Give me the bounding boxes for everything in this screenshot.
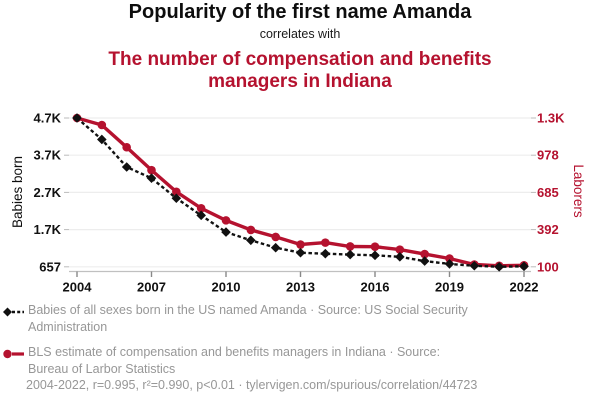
data-point-diamond	[320, 248, 331, 259]
data-point-diamond	[196, 210, 206, 221]
right-axis-tick-label: 392	[537, 222, 559, 237]
data-point-circle	[420, 249, 429, 259]
data-point-diamond	[444, 259, 455, 269]
data-point-diamond	[72, 113, 82, 123]
legend-line: Administration	[28, 320, 108, 334]
right-axis-tick-label: 100	[537, 259, 559, 274]
data-point-diamond	[246, 235, 256, 246]
data-point-diamond	[146, 173, 157, 183]
babies-series	[72, 113, 529, 272]
right-axis-tick-label: 1.3K	[537, 111, 565, 126]
x-axis-tick-label: 2013	[286, 280, 315, 295]
legend-label: BLS estimate of compensation and benefit…	[28, 344, 440, 378]
x-axis-tick-label: 2004	[63, 280, 93, 295]
data-point-diamond	[494, 262, 504, 272]
data-point-diamond	[419, 256, 430, 266]
data-point-circle	[221, 216, 231, 225]
data-point-circle	[172, 187, 181, 197]
data-point-diamond	[519, 261, 529, 272]
left-axis-tick-label: 1.7K	[34, 222, 62, 237]
data-point-diamond	[121, 162, 132, 172]
legend-line: Babies of all sexes born in the US named…	[28, 303, 468, 317]
x-axis-tick-label: 2019	[435, 280, 464, 295]
legend-line: BLS estimate of compensation and benefit…	[28, 345, 441, 359]
data-point-circle	[271, 232, 280, 242]
data-point-diamond	[395, 252, 405, 262]
left-axis-tick-label: 4.7K	[34, 111, 62, 126]
data-point-diamond	[295, 247, 306, 258]
data-point-diamond	[97, 134, 107, 145]
page-title: Popularity of the first name Amanda	[128, 1, 472, 23]
data-point-diamond	[221, 227, 231, 237]
data-point-circle	[395, 245, 405, 254]
data-point-diamond	[270, 242, 281, 253]
left-axis-tick-label: 3.7K	[34, 148, 62, 163]
right-axis-tick-label: 685	[537, 185, 559, 200]
legend-item-laborers: BLS estimate of compensation and benefit…	[2, 344, 587, 378]
data-point-circle	[196, 203, 206, 213]
x-axis	[69, 270, 531, 277]
right-axis-tick-label: 978	[537, 148, 559, 163]
data-point-circle	[370, 242, 380, 252]
x-axis-tick-label: 2007	[137, 280, 166, 295]
legend-item-babies: Babies of all sexes born in the US named…	[2, 302, 587, 336]
data-point-diamond	[370, 250, 380, 261]
data-point-circle	[246, 225, 256, 235]
x-axis-tick-label: 2022	[510, 280, 539, 295]
data-point-diamond	[345, 249, 355, 260]
data-point-circle	[321, 238, 330, 247]
red-circle-solid-line-icon	[2, 347, 24, 365]
x-axis-tick-label: 2010	[212, 280, 241, 295]
x-axis-tick-label: 2016	[361, 280, 390, 295]
black-diamond-dashed-line-icon	[2, 305, 24, 323]
gridlines	[64, 117, 536, 268]
correlates-with-text: correlates with	[259, 27, 341, 41]
legend-label: Babies of all sexes born in the US named…	[28, 302, 468, 336]
data-point-circle	[122, 142, 131, 152]
data-point-circle	[296, 240, 305, 249]
data-point-circle	[345, 242, 355, 251]
data-point-diamond	[171, 193, 182, 204]
data-point-circle	[147, 165, 156, 175]
left-axis-title: Babies born	[10, 155, 25, 229]
left-axis-tick-label: 2.7K	[34, 185, 62, 200]
data-point-circle	[445, 254, 454, 263]
footer-stats: 2004-2022, r=0.995, r²=0.990, p<0.01 · t…	[26, 378, 478, 392]
right-axis-title: Laborers	[571, 164, 586, 218]
data-point-circle	[97, 120, 107, 130]
left-axis-tick-label: 657	[39, 259, 61, 274]
chart-subtitle: The number of compensation and benefits …	[108, 49, 492, 92]
legend-line: Bureau of Larbor Statistics	[28, 362, 176, 376]
data-point-diamond	[469, 260, 480, 271]
